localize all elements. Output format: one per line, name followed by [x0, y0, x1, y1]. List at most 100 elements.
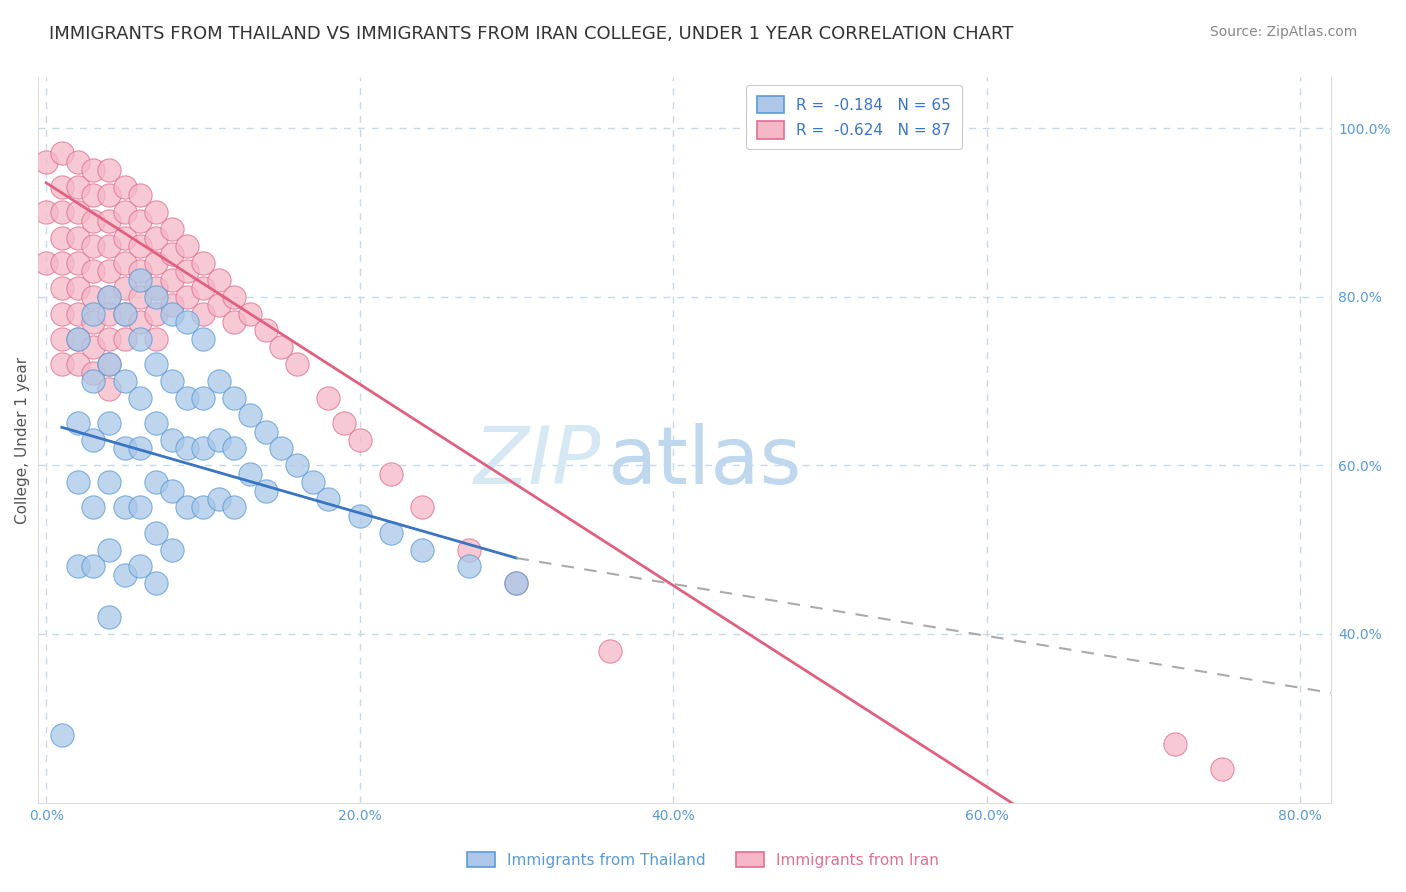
- Point: [349, 433, 371, 447]
- Legend: Immigrants from Thailand, Immigrants from Iran: Immigrants from Thailand, Immigrants fro…: [460, 844, 946, 875]
- Point: [191, 442, 214, 456]
- Point: [114, 442, 136, 456]
- Point: [114, 306, 136, 320]
- Point: [51, 332, 73, 346]
- Point: [35, 256, 58, 270]
- Point: [129, 391, 152, 405]
- Point: [82, 239, 104, 253]
- Point: [207, 491, 229, 506]
- Point: [160, 298, 183, 312]
- Point: [129, 188, 152, 202]
- Point: [207, 273, 229, 287]
- Point: [35, 154, 58, 169]
- Point: [191, 256, 214, 270]
- Point: [191, 391, 214, 405]
- Point: [145, 332, 167, 346]
- Point: [207, 374, 229, 388]
- Point: [82, 340, 104, 354]
- Point: [114, 281, 136, 295]
- Point: [114, 500, 136, 515]
- Point: [114, 256, 136, 270]
- Point: [191, 306, 214, 320]
- Y-axis label: College, Under 1 year: College, Under 1 year: [15, 357, 30, 524]
- Point: [97, 332, 120, 346]
- Point: [97, 188, 120, 202]
- Point: [66, 332, 89, 346]
- Point: [160, 542, 183, 557]
- Point: [145, 256, 167, 270]
- Point: [66, 154, 89, 169]
- Point: [380, 525, 402, 540]
- Point: [505, 576, 527, 591]
- Point: [51, 205, 73, 219]
- Text: Source: ZipAtlas.com: Source: ZipAtlas.com: [1209, 25, 1357, 39]
- Point: [176, 391, 198, 405]
- Point: [285, 458, 308, 473]
- Point: [301, 475, 323, 490]
- Point: [160, 273, 183, 287]
- Point: [191, 500, 214, 515]
- Point: [82, 214, 104, 228]
- Point: [349, 508, 371, 523]
- Point: [35, 205, 58, 219]
- Point: [82, 366, 104, 380]
- Point: [176, 500, 198, 515]
- Point: [97, 357, 120, 371]
- Point: [51, 146, 73, 161]
- Point: [254, 483, 277, 498]
- Text: ZIP: ZIP: [474, 423, 600, 500]
- Point: [254, 323, 277, 337]
- Point: [160, 247, 183, 261]
- Point: [97, 475, 120, 490]
- Point: [51, 230, 73, 244]
- Point: [66, 230, 89, 244]
- Point: [505, 576, 527, 591]
- Point: [51, 256, 73, 270]
- Point: [239, 306, 262, 320]
- Point: [114, 180, 136, 194]
- Point: [97, 290, 120, 304]
- Point: [380, 467, 402, 481]
- Point: [224, 315, 246, 329]
- Point: [97, 357, 120, 371]
- Point: [458, 542, 481, 557]
- Point: [224, 290, 246, 304]
- Point: [176, 315, 198, 329]
- Point: [285, 357, 308, 371]
- Point: [254, 425, 277, 439]
- Point: [97, 239, 120, 253]
- Point: [82, 264, 104, 278]
- Point: [129, 559, 152, 574]
- Point: [114, 205, 136, 219]
- Point: [145, 205, 167, 219]
- Point: [66, 475, 89, 490]
- Point: [129, 239, 152, 253]
- Point: [51, 357, 73, 371]
- Point: [176, 442, 198, 456]
- Point: [66, 306, 89, 320]
- Point: [97, 264, 120, 278]
- Point: [129, 500, 152, 515]
- Point: [97, 163, 120, 178]
- Point: [145, 290, 167, 304]
- Point: [1163, 737, 1185, 751]
- Point: [333, 416, 356, 430]
- Point: [82, 500, 104, 515]
- Point: [599, 644, 621, 658]
- Point: [82, 188, 104, 202]
- Point: [129, 273, 152, 287]
- Point: [82, 306, 104, 320]
- Point: [176, 239, 198, 253]
- Point: [129, 290, 152, 304]
- Point: [160, 433, 183, 447]
- Point: [270, 340, 292, 354]
- Point: [129, 315, 152, 329]
- Point: [145, 306, 167, 320]
- Point: [239, 408, 262, 422]
- Point: [160, 483, 183, 498]
- Point: [97, 214, 120, 228]
- Point: [207, 433, 229, 447]
- Point: [316, 391, 339, 405]
- Point: [66, 416, 89, 430]
- Point: [176, 264, 198, 278]
